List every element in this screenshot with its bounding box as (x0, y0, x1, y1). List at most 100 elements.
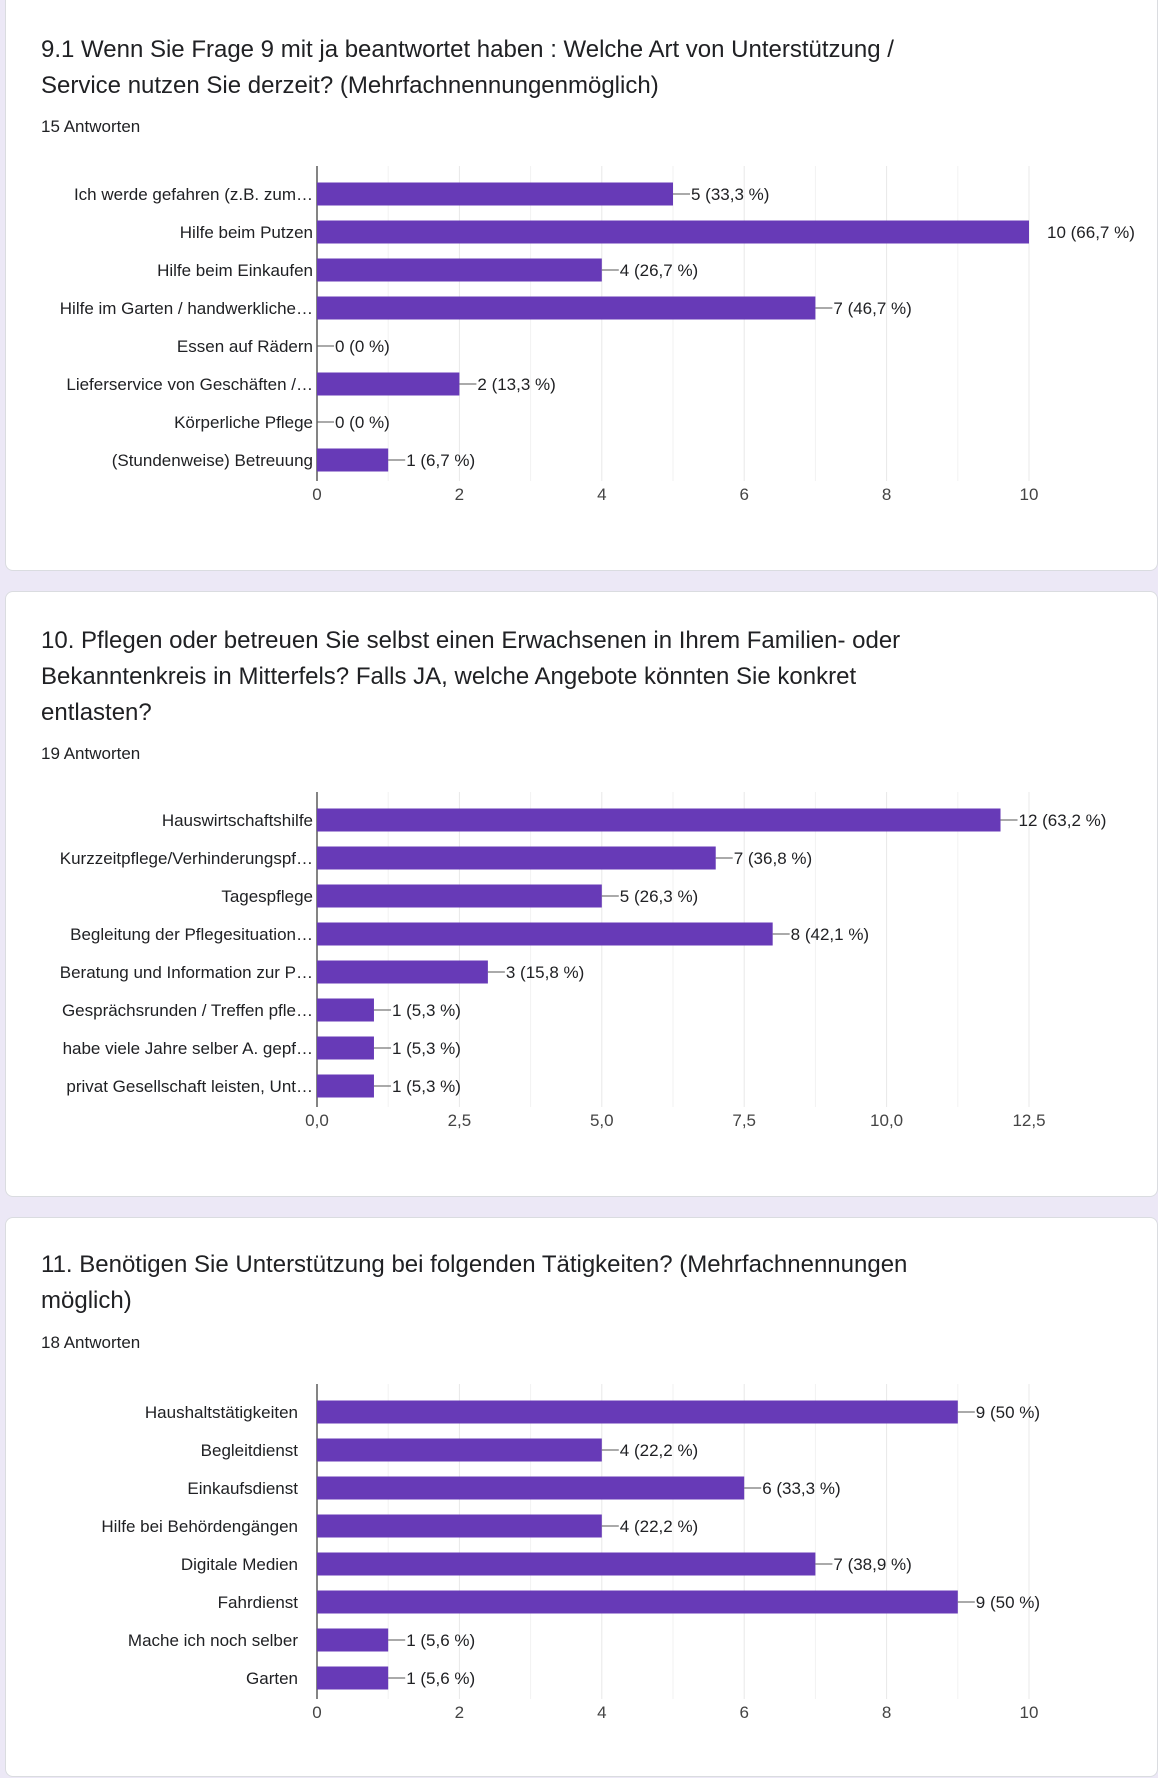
question-card-10: 10. Pflegen oder betreuen Sie selbst ein… (5, 591, 1158, 1197)
bar (317, 220, 1029, 244)
data-label: 4 (26,7 %) (620, 261, 698, 280)
data-label: 2 (13,3 %) (477, 375, 555, 394)
response-count: 19 Antworten (41, 744, 141, 763)
data-label: 6 (33,3 %) (762, 1479, 840, 1498)
bar (317, 1552, 816, 1576)
bar (317, 884, 602, 908)
category-label: Lieferservice von Geschäften /… (66, 375, 313, 394)
x-tick-label: 10,0 (870, 1111, 903, 1130)
data-label: 7 (46,7 %) (833, 299, 911, 318)
bar (317, 808, 1001, 832)
x-tick-label: 7,5 (732, 1111, 756, 1130)
data-label: 10 (66,7 %) (1047, 223, 1135, 242)
category-label: Digitale Medien (181, 1555, 298, 1574)
category-label: Mache ich noch selber (128, 1631, 298, 1650)
bar (317, 922, 773, 946)
response-count: 18 Antworten (41, 1333, 141, 1352)
data-label: 1 (5,3 %) (392, 1077, 461, 1096)
data-label: 1 (6,7 %) (406, 451, 475, 470)
bar (317, 1590, 958, 1614)
x-tick-label: 4 (597, 485, 606, 504)
bar (317, 1666, 389, 1690)
bar (317, 846, 716, 870)
category-label: Hilfe beim Einkaufen (157, 261, 313, 280)
data-label: 0 (0 %) (335, 337, 390, 356)
category-label: Hilfe bei Behördengängen (101, 1517, 298, 1536)
bar (317, 998, 374, 1022)
x-tick-label: 8 (882, 1703, 891, 1722)
x-tick-label: 2,5 (448, 1111, 472, 1130)
category-label: Haushaltstätigkeiten (145, 1403, 298, 1422)
category-label: Begleitdienst (201, 1441, 299, 1460)
data-label: 1 (5,6 %) (406, 1669, 475, 1688)
bar (317, 1074, 374, 1098)
data-label: 5 (26,3 %) (620, 887, 698, 906)
data-label: 4 (22,2 %) (620, 1441, 698, 1460)
category-label: Körperliche Pflege (174, 413, 313, 432)
category-label: Begleitung der Pflegesituation… (70, 925, 313, 944)
data-label: 8 (42,1 %) (791, 925, 869, 944)
x-tick-label: 0,0 (305, 1111, 329, 1130)
category-label: Hilfe beim Putzen (180, 223, 313, 242)
x-tick-label: 0 (312, 1703, 321, 1722)
bar (317, 960, 488, 984)
bar (317, 448, 389, 472)
data-label: 1 (5,6 %) (406, 1631, 475, 1650)
question-title: 11. Benötigen Sie Unterstützung bei folg… (41, 1251, 908, 1314)
x-tick-label: 2 (455, 485, 464, 504)
category-label: Ich werde gefahren (z.B. zum… (74, 185, 313, 204)
bar-chart: 0,0 2,5 5,0 7,5 10,0 12,5 Hauswirtschaftshilfe… (60, 792, 1107, 1130)
category-label: Tagespflege (221, 887, 313, 906)
category-label: Gesprächsrunden / Treffen pfle… (62, 1001, 313, 1020)
category-label: (Stundenweise) Betreuung (112, 451, 313, 470)
x-tick-label: 6 (739, 485, 748, 504)
data-label: 5 (33,3 %) (691, 185, 769, 204)
bar (317, 258, 602, 282)
bar (317, 182, 673, 206)
question-card-9-1: 9.1 Wenn Sie Frage 9 mit ja beantwortet … (5, 0, 1158, 571)
bar (317, 1476, 745, 1500)
data-label: 3 (15,8 %) (506, 963, 584, 982)
category-label: Garten (246, 1669, 298, 1688)
response-count: 15 Antworten (41, 117, 141, 136)
bar-chart: 0 2 4 6 8 10 Ich werde gefahren (z.B. zum… 5 (3… (60, 166, 1135, 504)
category-label: Kurzzeitpflege/Verhinderungspf… (60, 849, 313, 868)
question-title: 10. Pflegen oder betreuen Sie selbst ein… (41, 627, 901, 726)
category-label: Essen auf Rädern (177, 337, 313, 356)
data-label: 0 (0 %) (335, 413, 390, 432)
data-label: 9 (50 %) (976, 1593, 1040, 1612)
bar (317, 1400, 958, 1424)
bar (317, 1438, 602, 1462)
category-label: Hilfe im Garten / handwerkliche… (60, 299, 313, 318)
data-label: 4 (22,2 %) (620, 1517, 698, 1536)
category-label: Beratung und Information zur P… (60, 963, 313, 982)
x-tick-label: 8 (882, 485, 891, 504)
data-label: 1 (5,3 %) (392, 1039, 461, 1058)
x-tick-label: 6 (739, 1703, 748, 1722)
x-tick-label: 2 (455, 1703, 464, 1722)
category-label: Hauswirtschaftshilfe (162, 811, 313, 830)
question-card-11: 11. Benötigen Sie Unterstützung bei folg… (5, 1217, 1158, 1777)
bar (317, 296, 816, 320)
question-title: 9.1 Wenn Sie Frage 9 mit ja beantwortet … (41, 36, 894, 99)
category-label: Fahrdienst (218, 1593, 299, 1612)
x-tick-label: 4 (597, 1703, 606, 1722)
category-label: Einkaufsdienst (187, 1479, 298, 1498)
data-label: 7 (36,8 %) (734, 849, 812, 868)
bar (317, 372, 460, 396)
bar-chart: 0 2 4 6 8 10 Haushaltstätigkeiten 9 (50 %) Begle… (101, 1384, 1040, 1722)
category-label: habe viele Jahre selber A. gepf… (63, 1039, 313, 1058)
bar (317, 1628, 389, 1652)
data-label: 1 (5,3 %) (392, 1001, 461, 1020)
bar (317, 1514, 602, 1538)
x-tick-label: 0 (312, 485, 321, 504)
data-label: 7 (38,9 %) (833, 1555, 911, 1574)
data-label: 12 (63,2 %) (1019, 811, 1107, 830)
x-tick-label: 10 (1020, 1703, 1039, 1722)
x-tick-label: 5,0 (590, 1111, 614, 1130)
x-tick-label: 12,5 (1012, 1111, 1045, 1130)
x-tick-label: 10 (1020, 485, 1039, 504)
category-label: privat Gesellschaft leisten, Unt… (66, 1077, 313, 1096)
data-label: 9 (50 %) (976, 1403, 1040, 1422)
bar (317, 1036, 374, 1060)
